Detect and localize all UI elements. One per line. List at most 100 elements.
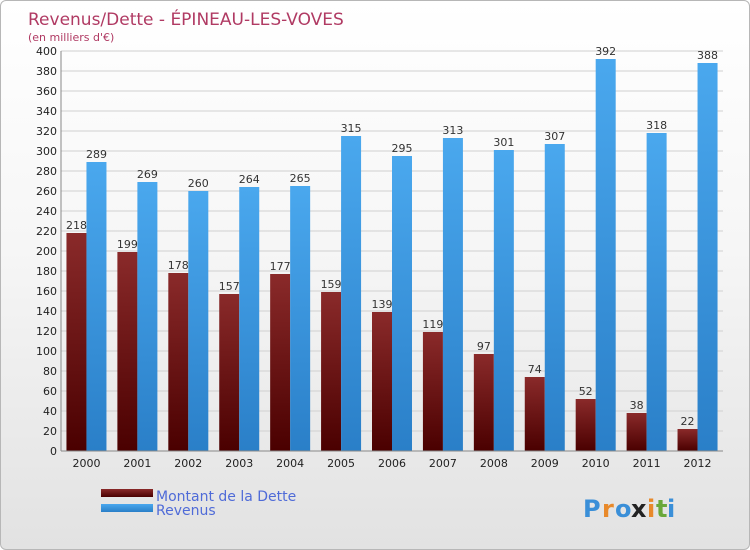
brand-letter: o — [615, 495, 632, 523]
bar-dette — [219, 294, 240, 451]
bar-revenus — [646, 133, 667, 451]
bar-value-label: 260 — [188, 177, 209, 190]
bar-revenus — [697, 63, 718, 451]
bar-value-label: 289 — [86, 148, 107, 161]
bar-revenus — [290, 186, 311, 451]
x-tick-label: 2009 — [531, 457, 559, 470]
x-tick-label: 2008 — [480, 457, 508, 470]
bar-dette — [677, 429, 698, 451]
x-tick-label: 2001 — [123, 457, 151, 470]
bar-value-label: 265 — [290, 172, 311, 185]
legend-label-debt: Montant de la Dette — [156, 489, 296, 505]
bar-value-label: 97 — [477, 340, 491, 353]
bar-value-label: 199 — [117, 238, 138, 251]
bar-revenus — [239, 187, 260, 451]
y-tick-label: 400 — [36, 45, 57, 58]
bar-value-label: 157 — [219, 280, 240, 293]
y-tick-label: 320 — [36, 125, 57, 138]
bar-value-label: 315 — [341, 122, 362, 135]
bar-value-label: 159 — [321, 278, 342, 291]
y-tick-label: 220 — [36, 225, 57, 238]
legend-label-revenus: Revenus — [156, 503, 216, 519]
y-tick-label: 20 — [43, 425, 57, 438]
bar-dette — [321, 292, 342, 451]
bar-value-label: 52 — [579, 385, 593, 398]
x-tick-label: 2006 — [378, 457, 406, 470]
legend-swatch-revenus — [101, 504, 153, 512]
bar-revenus — [595, 59, 616, 451]
bar-dette — [524, 377, 545, 451]
y-tick-label: 100 — [36, 345, 57, 358]
y-tick-label: 240 — [36, 205, 57, 218]
brand-letter: P — [583, 495, 601, 523]
bar-dette — [270, 274, 291, 451]
y-tick-label: 120 — [36, 325, 57, 338]
brand-letter: i — [647, 495, 655, 523]
x-tick-label: 2003 — [225, 457, 253, 470]
bar-revenus — [341, 136, 362, 451]
x-tick-label: 2011 — [633, 457, 661, 470]
bar-value-label: 139 — [372, 298, 393, 311]
x-tick-label: 2002 — [174, 457, 202, 470]
bar-dette — [422, 332, 443, 451]
brand-letter: x — [631, 495, 647, 523]
x-tick-label: 2010 — [582, 457, 610, 470]
bar-dette — [372, 312, 392, 451]
bar-dette — [575, 399, 596, 451]
bar-value-label: 74 — [528, 363, 542, 376]
value-labels: 218 289 199 269 178 260 157 264 177 265 159 315 139 2… — [66, 45, 718, 428]
bar-value-label: 318 — [646, 119, 667, 132]
bar-value-label: 392 — [595, 45, 616, 58]
y-tick-label: 280 — [36, 165, 57, 178]
y-tick-label: 80 — [43, 365, 57, 378]
x-tick-label: 2007 — [429, 457, 457, 470]
bar-value-label: 218 — [66, 219, 87, 232]
bar-value-label: 264 — [239, 173, 260, 186]
bar-revenus — [493, 150, 514, 451]
y-tick-label: 160 — [36, 285, 57, 298]
bar-revenus — [392, 156, 412, 451]
y-tick-label: 200 — [36, 245, 57, 258]
bar-revenus — [544, 144, 565, 451]
bar-revenus — [137, 182, 158, 451]
y-tick-label: 0 — [50, 445, 57, 458]
bar-value-label: 301 — [493, 136, 514, 149]
bar-dette — [626, 413, 647, 451]
bar-value-label: 269 — [137, 168, 158, 181]
y-tick-label: 380 — [36, 65, 57, 78]
x-tick-label: 2000 — [72, 457, 100, 470]
brand-letter: i — [667, 495, 675, 523]
bar-value-label: 178 — [168, 259, 189, 272]
bar-revenus — [188, 191, 209, 451]
x-tick-label: 2012 — [684, 457, 712, 470]
y-tick-label: 300 — [36, 145, 57, 158]
bars — [66, 59, 718, 451]
bar-dette — [473, 354, 494, 451]
y-axis-ticks: 0 20 40 60 80 100 120 140 160 180 200 220 240 260 280 3… — [36, 45, 57, 458]
legend-swatch-debt — [101, 489, 153, 497]
chart-subtitle: (en milliers d'€) — [28, 31, 114, 44]
x-tick-label: 2005 — [327, 457, 355, 470]
bar-value-label: 119 — [422, 318, 443, 331]
y-tick-label: 60 — [43, 385, 57, 398]
chart-title: Revenus/Dette - ÉPINEAU-LES-VOVES — [28, 8, 344, 30]
bar-dette — [117, 252, 138, 451]
bar-revenus — [442, 138, 463, 451]
bar-value-label: 38 — [630, 399, 644, 412]
y-tick-label: 40 — [43, 405, 57, 418]
y-tick-label: 260 — [36, 185, 57, 198]
brand-letter: t — [656, 495, 667, 523]
bar-value-label: 388 — [697, 49, 718, 62]
bar-value-label: 313 — [442, 124, 463, 137]
bar-revenus — [86, 162, 107, 451]
y-tick-label: 140 — [36, 305, 57, 318]
bar-dette — [168, 273, 189, 451]
y-tick-label: 180 — [36, 265, 57, 278]
bar-value-label: 295 — [392, 142, 413, 155]
bar-value-label: 177 — [270, 260, 291, 273]
y-tick-label: 340 — [36, 105, 57, 118]
bar-value-label: 307 — [544, 130, 565, 143]
